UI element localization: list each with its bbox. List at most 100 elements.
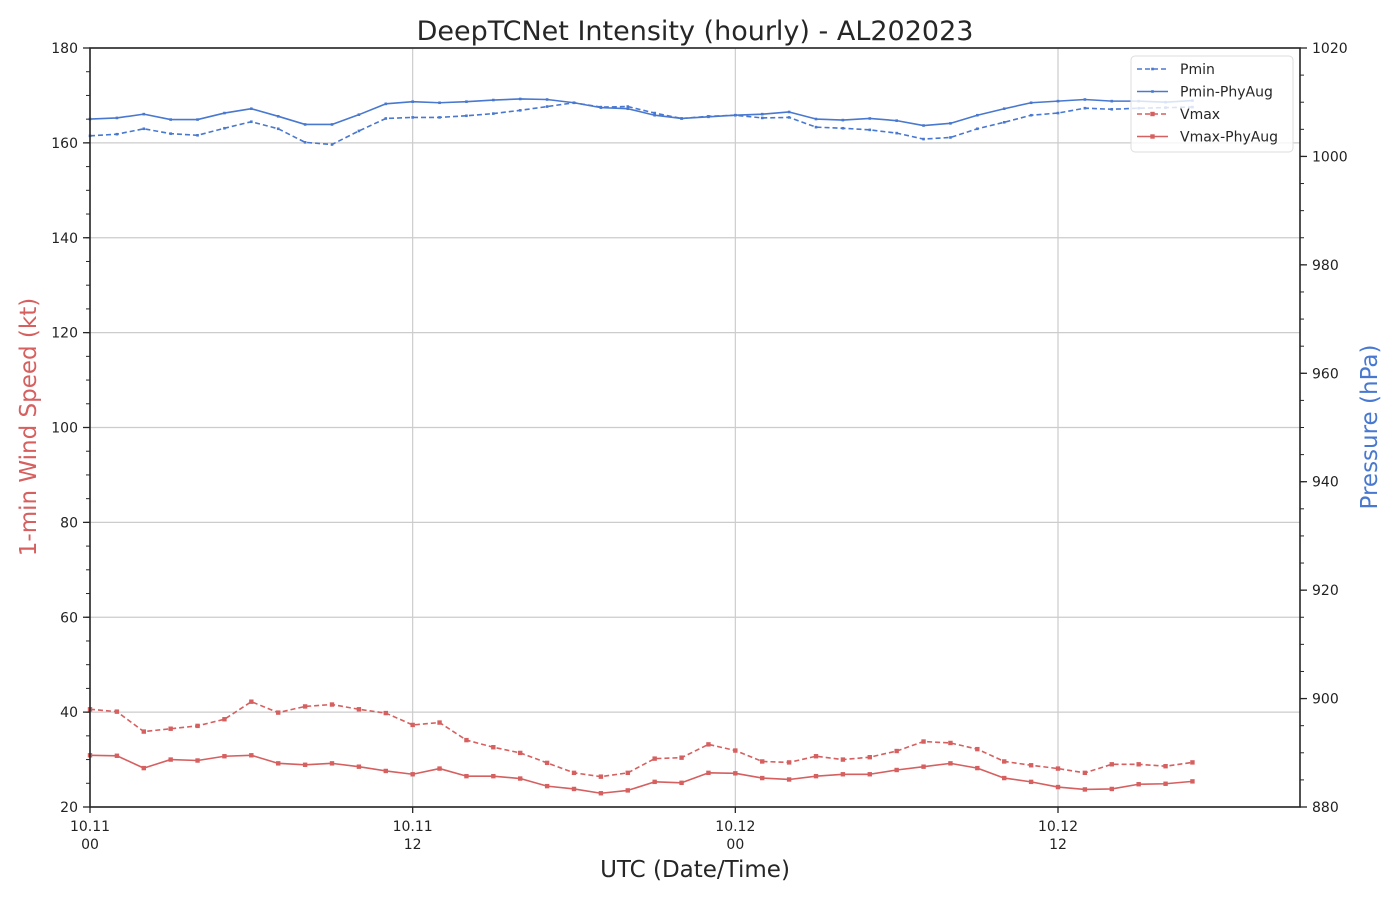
data-point-pmin xyxy=(142,127,146,131)
data-point-pmin-phyaug xyxy=(814,117,818,121)
right-tick-label: 920 xyxy=(1312,583,1339,599)
data-point-pmin-phyaug xyxy=(518,97,522,101)
data-point-pmin-phyaug xyxy=(1056,99,1060,103)
data-point-pmin-phyaug xyxy=(411,100,414,103)
data-point-vmax-phyaug xyxy=(1082,787,1088,792)
data-point-vmax-phyaug xyxy=(222,754,227,759)
data-point-vmax xyxy=(1109,762,1114,767)
data-point-vmax xyxy=(383,710,388,716)
left-tick-label: 20 xyxy=(60,800,78,816)
data-point-vmax-phyaug xyxy=(141,765,146,771)
data-point-vmax-phyaug xyxy=(356,764,362,769)
data-point-pmin xyxy=(1110,107,1114,111)
data-point-vmax-phyaug xyxy=(114,753,120,758)
data-point-pmin xyxy=(1029,113,1033,117)
data-point-vmax-phyaug xyxy=(1163,781,1168,786)
data-point-vmax-phyaug xyxy=(544,783,550,789)
data-point-vmax xyxy=(813,754,819,759)
data-point-vmax xyxy=(329,702,335,707)
right-tick-label: 1000 xyxy=(1312,149,1348,165)
legend-marker xyxy=(1151,90,1154,93)
data-point-pmin xyxy=(250,120,253,124)
data-point-vmax-phyaug xyxy=(464,773,469,779)
data-point-vmax-phyaug xyxy=(894,767,899,773)
left-tick-label: 40 xyxy=(60,705,78,721)
data-point-vmax xyxy=(598,774,604,779)
data-point-pmin-phyaug xyxy=(653,113,656,117)
data-point-pmin xyxy=(518,109,522,112)
right-tick-label: 1020 xyxy=(1312,41,1348,57)
data-point-pmin xyxy=(276,127,280,131)
data-point-pmin xyxy=(384,117,388,120)
data-point-pmin xyxy=(465,114,468,118)
legend-entry-pmin: Pmin xyxy=(1137,62,1215,78)
data-point-vmax-phyaug xyxy=(921,764,926,769)
data-point-vmax-phyaug xyxy=(625,788,630,793)
data-point-vmax xyxy=(1002,759,1007,764)
left-tick-label: 120 xyxy=(51,326,78,342)
right-tick-label: 880 xyxy=(1312,800,1339,816)
data-point-vmax xyxy=(1190,760,1195,765)
data-point-pmin xyxy=(411,116,414,119)
data-point-pmin-phyaug xyxy=(115,116,119,120)
data-point-vmax-phyaug xyxy=(786,777,792,782)
data-point-vmax xyxy=(491,745,496,750)
data-point-vmax xyxy=(276,710,281,715)
data-point-pmin-phyaug xyxy=(734,113,737,117)
chart-title: DeepTCNet Intensity (hourly) - AL202023 xyxy=(417,16,974,47)
x-tick-time: 12 xyxy=(404,837,422,853)
data-point-pmin-phyaug xyxy=(760,112,764,116)
series-vmax-phyaug xyxy=(87,753,1195,796)
data-point-pmin-phyaug xyxy=(1110,99,1114,103)
data-point-pmin-phyaug xyxy=(626,107,630,111)
left-tick-label: 180 xyxy=(51,41,78,57)
right-tick-label: 900 xyxy=(1312,692,1339,708)
data-point-vmax xyxy=(921,739,926,744)
data-point-pmin xyxy=(330,143,334,146)
data-point-vmax xyxy=(1028,763,1034,768)
data-point-vmax-phyaug xyxy=(1190,779,1195,784)
data-point-pmin xyxy=(223,126,226,130)
data-point-vmax-phyaug xyxy=(302,762,308,767)
data-point-pmin-phyaug xyxy=(787,110,791,114)
right-tick-label: 940 xyxy=(1312,475,1339,491)
data-point-pmin-phyaug xyxy=(1002,107,1006,111)
x-tick-time: 00 xyxy=(726,837,744,853)
data-point-vmax xyxy=(437,720,442,725)
left-axis: 20 40 60 80 100 120 140 160 180 xyxy=(51,41,90,816)
data-point-pmin xyxy=(814,125,818,129)
data-point-vmax-phyaug xyxy=(679,780,684,786)
data-point-vmax-phyaug xyxy=(249,753,254,758)
data-point-pmin-phyaug xyxy=(707,115,710,119)
data-point-vmax-phyaug xyxy=(733,771,738,776)
data-point-pmin xyxy=(169,132,172,135)
data-point-vmax-phyaug xyxy=(840,772,846,777)
data-point-vmax-phyaug xyxy=(195,758,200,763)
data-point-pmin-phyaug xyxy=(949,122,952,125)
data-point-vmax-phyaug xyxy=(1002,775,1007,781)
data-point-pmin-phyaug xyxy=(169,118,172,121)
x-axis-label: UTC (Date/Time) xyxy=(600,857,790,883)
data-point-vmax xyxy=(867,754,872,760)
right-axis-label: Pressure (hPa) xyxy=(1357,345,1383,510)
left-tick-label: 160 xyxy=(51,136,78,152)
data-point-vmax xyxy=(786,760,792,765)
data-point-vmax-phyaug xyxy=(598,791,604,796)
x-tick-date: 10.11 xyxy=(393,819,433,835)
data-point-pmin xyxy=(545,105,549,108)
data-point-vmax-phyaug xyxy=(1136,782,1141,787)
data-point-vmax xyxy=(544,760,550,766)
data-point-vmax-phyaug xyxy=(975,765,980,771)
data-point-vmax xyxy=(1136,762,1141,767)
legend-entry-vmax: Vmax xyxy=(1137,107,1220,123)
data-point-pmin-phyaug xyxy=(276,115,280,118)
data-point-vmax xyxy=(975,746,980,752)
data-point-vmax-phyaug xyxy=(813,773,819,779)
data-point-pmin-phyaug xyxy=(357,113,361,116)
data-point-pmin xyxy=(653,111,656,115)
data-point-vmax xyxy=(249,699,254,704)
data-point-vmax xyxy=(652,756,657,761)
x-tick-date: 10.12 xyxy=(1038,819,1078,835)
data-point-pmin-phyaug xyxy=(142,112,146,116)
